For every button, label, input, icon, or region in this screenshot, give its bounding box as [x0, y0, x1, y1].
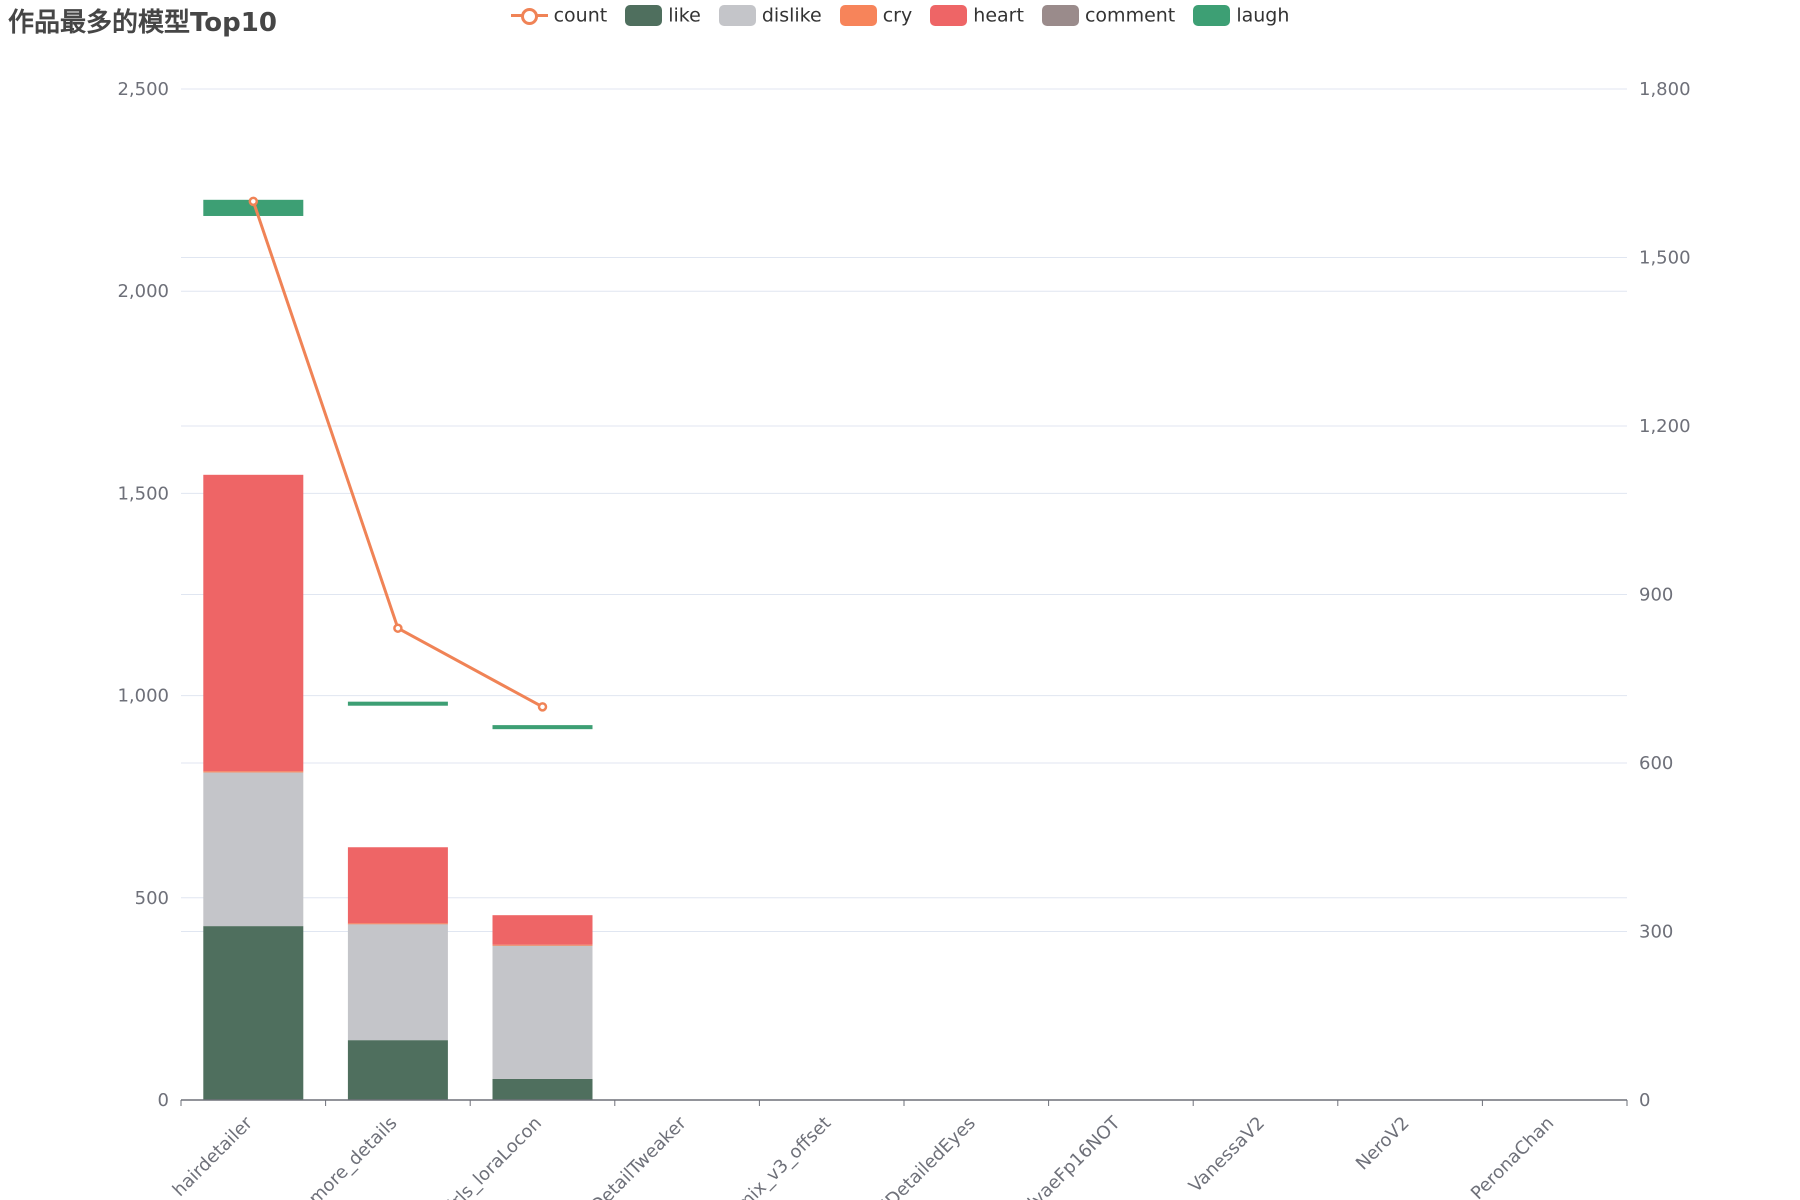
y-tick-label-right: 600 — [1639, 753, 1673, 774]
bar-laugh — [203, 199, 304, 216]
y-tick-label-right: 0 — [1639, 1090, 1650, 1111]
legend-label-count: count — [553, 4, 608, 27]
x-tick-label: PeronaChan — [1467, 1113, 1558, 1200]
y-tick-label-right: 1,500 — [1639, 248, 1691, 269]
chart-legend: count like dislike cry heart comment lau… — [0, 4, 1800, 27]
legend-item-heart[interactable]: heart — [930, 4, 1024, 27]
x-tick-label: DetailTweaker — [587, 1112, 691, 1200]
legend-swatch-heart — [930, 5, 968, 27]
bar-dislike — [203, 772, 304, 927]
legend-swatch-comment — [1041, 5, 1079, 27]
bar-like — [347, 1040, 448, 1100]
bar-heart — [203, 474, 304, 772]
chart-title: 作品最多的模型Top10 — [8, 8, 277, 38]
line-point-count — [393, 623, 403, 633]
legend-label-like: like — [668, 4, 701, 27]
bar-heart — [347, 847, 448, 924]
legend-label-cry: cry — [882, 4, 913, 27]
legend-label-dislike: dislike — [761, 4, 822, 27]
legend-item-laugh[interactable]: laugh — [1193, 4, 1289, 27]
bar-heart — [492, 915, 593, 945]
legend-swatch-like — [625, 5, 663, 27]
x-tick-label: more_details — [305, 1113, 402, 1200]
y-tick-label-left: 0 — [158, 1090, 169, 1111]
bar-cry — [203, 771, 304, 773]
bar-dislike — [492, 945, 593, 1079]
y-tick-label-right: 1,800 — [1639, 79, 1691, 100]
legend-swatch-cry — [839, 5, 877, 27]
line-series-icon — [510, 5, 548, 26]
x-tick-label: VanessaV2 — [1185, 1113, 1269, 1197]
x-tick-label: tifulDetailedEyes — [857, 1113, 980, 1200]
legend-item-like[interactable]: like — [625, 4, 701, 27]
legend-item-cry[interactable]: cry — [839, 4, 913, 27]
x-tick-label: kedvaeFp16NOT — [1005, 1112, 1125, 1200]
bar-like — [203, 926, 304, 1100]
line-point-count — [248, 196, 259, 207]
y-tick-label-right: 900 — [1639, 585, 1673, 606]
bar-like — [492, 1078, 593, 1100]
y-tick-label-right: 300 — [1639, 922, 1673, 943]
x-tick-label: NeroV2 — [1352, 1113, 1414, 1175]
legend-swatch-dislike — [718, 5, 756, 27]
line-point-count — [537, 702, 548, 712]
y-tick-label-left: 1,500 — [117, 483, 169, 504]
x-tick-label: rgirls_loraLocon — [431, 1113, 546, 1200]
legend-item-comment[interactable]: comment — [1041, 4, 1176, 27]
bar-dislike — [347, 924, 448, 1041]
y-tick-label-left: 2,000 — [117, 281, 169, 302]
bar-laugh — [347, 701, 448, 706]
legend-label-laugh: laugh — [1236, 4, 1290, 27]
legend-item-dislike[interactable]: dislike — [718, 4, 822, 27]
y-tick-label-left: 2,500 — [117, 79, 169, 100]
bar-cry — [492, 944, 593, 946]
legend-label-comment: comment — [1084, 4, 1176, 27]
y-tick-label-right: 1,200 — [1639, 416, 1691, 437]
x-tick-label: nemix_v3_offset — [717, 1113, 836, 1200]
legend-label-heart: heart — [973, 4, 1024, 27]
legend-item-count[interactable]: count — [510, 4, 608, 27]
legend-swatch-laugh — [1193, 5, 1231, 27]
y-tick-label-left: 1,000 — [117, 686, 169, 707]
y-tick-label-left: 500 — [135, 888, 169, 909]
bar-cry — [347, 923, 448, 925]
x-tick-label: hairdetailer — [169, 1112, 258, 1200]
bar-laugh — [492, 725, 593, 730]
